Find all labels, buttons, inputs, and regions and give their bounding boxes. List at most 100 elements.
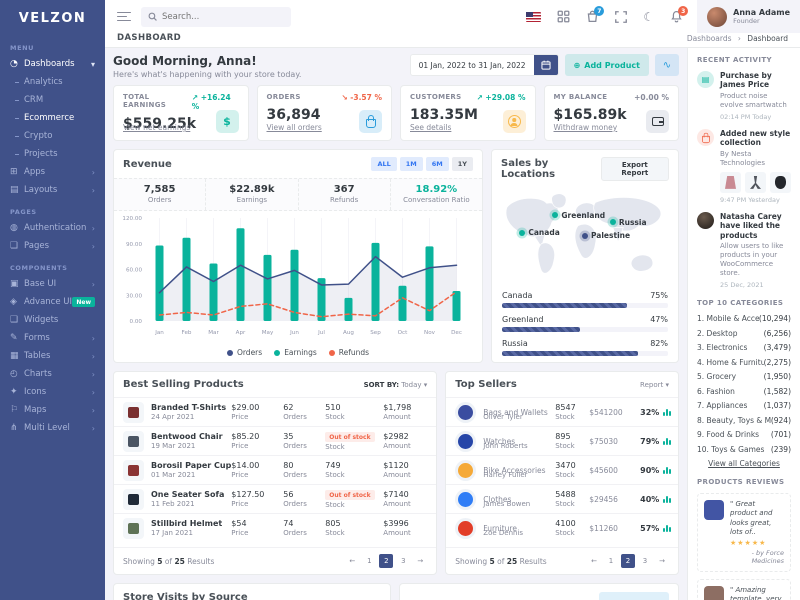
sidebar-item[interactable]: Analytics [0, 73, 105, 91]
stat-link[interactable]: View net earnings [123, 123, 191, 132]
category-row: 2. Desktop (6,256) [697, 329, 791, 338]
category-name[interactable]: 3. Electronics [697, 343, 748, 353]
product-name[interactable]: Branded T-Shirts [151, 403, 227, 412]
caret-down-icon: ▾ [423, 380, 428, 389]
product-name[interactable]: Bentwood Chair [151, 432, 223, 441]
range-button[interactable]: 1M [399, 157, 423, 171]
sidebar-item[interactable]: Crypto [0, 127, 105, 145]
notifications-bell-icon[interactable]: 3 [670, 6, 689, 23]
activity-avatar [697, 211, 714, 229]
breadcrumb-current: Dashboard [747, 33, 788, 43]
stat-link[interactable]: See details [410, 123, 452, 132]
new-badge: New [72, 297, 95, 307]
sidebar-item[interactable]: ⋔ Multi Level › [0, 419, 105, 437]
sidebar-item[interactable]: ⚐ Maps › [0, 401, 105, 419]
category-name[interactable]: 5. Grocery [697, 372, 737, 382]
export-report-button[interactable]: Export Report [600, 157, 669, 181]
sidebar-item[interactable]: Ecommerce [0, 109, 105, 127]
hamburger-menu-icon[interactable] [117, 9, 131, 24]
user-menu[interactable]: Anna Adame Founder [697, 0, 800, 33]
add-product-button[interactable]: ⊕ Add Product [564, 54, 649, 76]
activity-pulse-button[interactable]: ∿ [655, 54, 679, 76]
legend-dot [274, 349, 281, 356]
product-stock: 749 [325, 461, 341, 470]
sidebar-item[interactable]: ✎ Forms › [0, 329, 105, 347]
product-price: $127.50 [231, 490, 265, 499]
shopping-bag-icon [697, 128, 714, 146]
category-name[interactable]: 10. Toys & Games [697, 444, 765, 454]
date-range-picker[interactable]: 01 Jan, 2022 to 31 Jan, 2022 [409, 54, 559, 76]
report-dropdown[interactable]: Report ▾ [640, 380, 669, 389]
seller-logo [455, 488, 477, 510]
sidebar-item[interactable]: CRM [0, 91, 105, 109]
map-marker[interactable]: Canada [519, 228, 560, 237]
sidebar-item[interactable]: ❏ Pages › [0, 237, 105, 255]
sidebar-item[interactable]: ✦ Icons › [0, 383, 105, 401]
product-name[interactable]: Borosil Paper Cup [151, 461, 232, 470]
map-marker[interactable]: Greenland [552, 211, 605, 220]
page-button[interactable]: ← [349, 557, 356, 565]
page-button[interactable]: 1 [608, 557, 614, 565]
generate-report-button[interactable] [599, 592, 669, 600]
page-button[interactable]: → [417, 557, 424, 565]
widgets-icon: ❑ [10, 315, 19, 325]
map-pin-icon [552, 212, 559, 219]
search-box[interactable] [141, 6, 291, 27]
search-input[interactable] [162, 11, 272, 22]
sidebar-item[interactable]: MENU [0, 35, 105, 55]
page-button[interactable]: ← [591, 557, 597, 565]
sidebar-item[interactable]: ▤ Layouts › [0, 181, 105, 199]
view-all-categories-link[interactable]: View all Categories [708, 459, 780, 469]
category-name[interactable]: 9. Food & Drinks [697, 430, 760, 440]
legend-item: Refunds [328, 348, 369, 357]
range-button[interactable]: ALL [371, 157, 397, 171]
category-name[interactable]: 6. Fashion [697, 386, 735, 396]
sidebar-item[interactable]: PAGES [0, 199, 105, 219]
location-name: Russia [502, 338, 528, 348]
range-button[interactable]: 1Y [451, 157, 473, 171]
sidebar-item[interactable]: ◍ Authentication › [0, 219, 105, 237]
category-name[interactable]: 7. Appliances [697, 401, 748, 411]
stat-link[interactable]: View all orders [266, 123, 322, 132]
sidebar-item[interactable]: ⊞ Apps › [0, 163, 105, 181]
category-name[interactable]: 4. Home & Furniture [697, 357, 764, 367]
breadcrumb-parent[interactable]: Dashboards [686, 33, 732, 43]
sort-by-dropdown[interactable]: SORT BY: Today ▾ [363, 380, 428, 389]
apps-grid-icon[interactable] [557, 10, 570, 23]
category-name[interactable]: 1. Mobile & Accessories [697, 314, 759, 324]
chevron-icon: › [91, 387, 95, 397]
sidebar-item[interactable]: COMPONENTS [0, 255, 105, 275]
cart-icon[interactable]: 7 [586, 6, 605, 23]
calendar-button[interactable] [533, 55, 558, 75]
page-button[interactable]: 2 [621, 554, 635, 568]
sidebar-item[interactable]: Projects [0, 145, 105, 163]
page-button[interactable]: 1 [367, 557, 372, 565]
sidebar-item[interactable]: ▦ Tables › [0, 347, 105, 365]
activity-list: ▤ Purchase by James Price Product noise … [697, 71, 791, 289]
sidebar-item[interactable]: ◴ Charts › [0, 365, 105, 383]
stat-link[interactable]: Withdraw money [553, 123, 618, 132]
category-name[interactable]: 8. Beauty, Toys & More [697, 415, 771, 425]
product-name[interactable]: One Seater Sofa [151, 490, 225, 499]
range-button[interactable]: 6M [425, 157, 449, 171]
sidebar-item[interactable]: ◔ Dashboards ▾ [0, 55, 105, 73]
fullscreen-icon[interactable] [615, 10, 628, 23]
category-row: 4. Home & Furniture (2,275) [697, 358, 791, 367]
map-marker[interactable]: Palestine [582, 231, 630, 240]
sidebar-item[interactable]: ▣ Base UI › [0, 275, 105, 293]
map-marker[interactable]: Russia [609, 218, 647, 227]
page-button[interactable]: → [659, 557, 665, 565]
dark-mode-moon-icon[interactable]: ☾ [643, 9, 655, 24]
category-count: (239) [770, 444, 791, 454]
page-button[interactable]: 2 [379, 554, 394, 568]
sidebar-item[interactable]: ❑ Widgets [0, 311, 105, 329]
page-button[interactable]: 3 [642, 557, 648, 565]
category-name[interactable]: 2. Desktop [697, 328, 738, 338]
legend-item: Orders [226, 348, 262, 357]
sidebar-item[interactable]: ◈ Advance UI New [0, 293, 105, 311]
product-name[interactable]: Stillbird Helmet [151, 519, 223, 528]
cart-badge: 7 [594, 6, 605, 16]
language-flag-icon[interactable] [526, 11, 542, 22]
page-button[interactable]: 3 [401, 557, 406, 565]
sidebar-item-label: Widgets [24, 315, 59, 325]
